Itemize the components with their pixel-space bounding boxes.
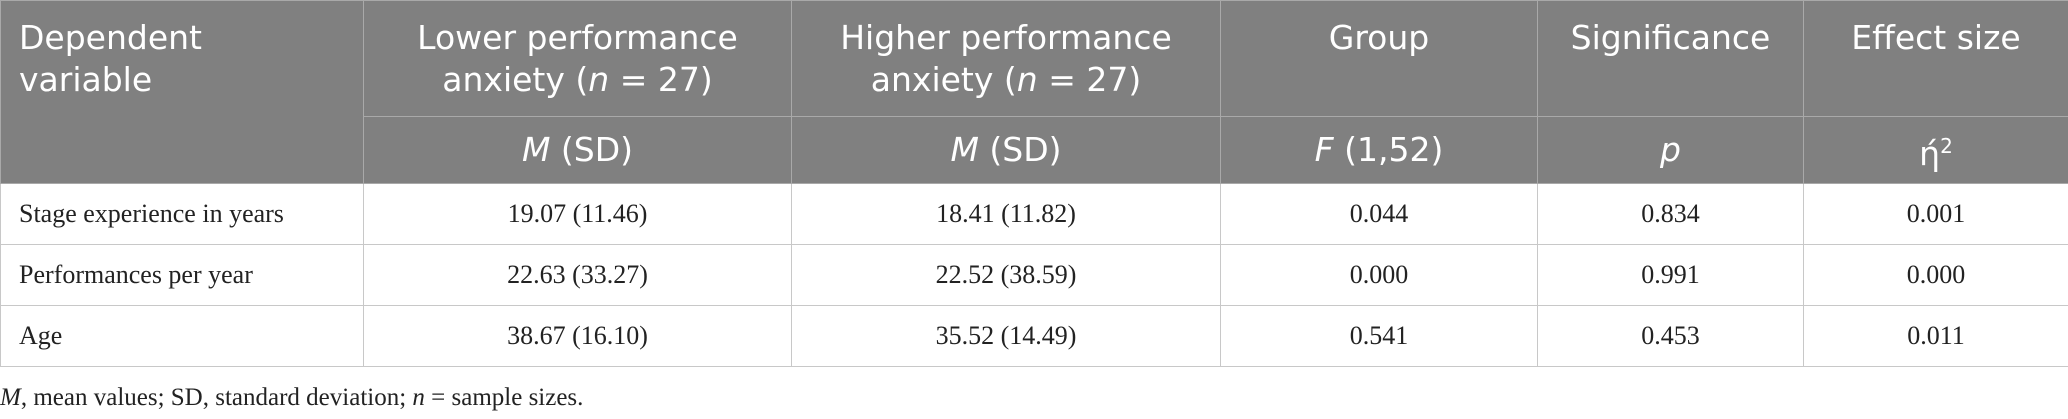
header-cell: Lower performance anxiety (n = 27) (363, 0, 792, 117)
table-cell: 22.63 (33.27) (363, 244, 792, 306)
superscript: 2 (1940, 134, 1953, 158)
table-cell: 35.52 (14.49) (791, 305, 1221, 367)
italic-text: M (521, 130, 551, 169)
table-cell: 18.41 (11.82) (791, 183, 1221, 245)
italic-text: M (0, 384, 21, 411)
subheader-cell: M (SD) (791, 116, 1221, 184)
text: (SD) (978, 130, 1062, 169)
table-cell: 0.991 (1537, 244, 1804, 306)
header-cell: Dependent variable (0, 0, 364, 184)
text: , mean values; SD, standard deviation; (20, 384, 413, 411)
table-cell: 0.453 (1537, 305, 1804, 367)
table-row: Performances per year 22.63 (33.27) 22.52 … (0, 244, 2068, 306)
row-label: Age (0, 305, 364, 367)
text: Effect size (1851, 18, 2021, 57)
italic-text: p (1660, 130, 1681, 169)
text: Significance (1570, 18, 1771, 57)
text: (SD) (550, 130, 634, 169)
text: = 27) (1037, 60, 1142, 99)
subheader-row: M (SD) M (SD) F (1,52) p ή2 (1, 116, 2068, 184)
text: = sample sizes. (424, 384, 584, 411)
table-cell: 0.834 (1537, 183, 1804, 245)
table-cell: 0.044 (1220, 183, 1538, 245)
text: ή (1919, 134, 1941, 173)
row-label: Performances per year (0, 244, 364, 306)
table-cell: 22.52 (38.59) (791, 244, 1221, 306)
text: (1,52) (1333, 130, 1444, 169)
text: = 27) (609, 60, 713, 99)
header-cell: Higher performance anxiety (n = 27) (791, 0, 1221, 117)
table-body: Stage experience in years 19.07 (11.46) 18… (0, 183, 2068, 367)
table-cell: 0.011 (1803, 305, 2068, 367)
text: Higher performance anxiety ( (840, 18, 1172, 99)
text: Dependent variable (19, 18, 202, 99)
table-row: Age 38.67 (16.10) 35.52 (14.49) 0.541 0.453 0… (0, 305, 2068, 367)
table-cell: 0.541 (1220, 305, 1538, 367)
text: Lower performance anxiety ( (417, 18, 738, 99)
header-cell: Significance (1537, 0, 1804, 117)
text: Group (1328, 18, 1430, 57)
header-row: Dependent variable Lower performance anxi… (0, 0, 2068, 184)
subheader-cell: p (1537, 116, 1804, 184)
italic-text: n (1016, 60, 1038, 99)
header-cell: Group (1220, 0, 1538, 117)
table-cell: 38.67 (16.10) (363, 305, 792, 367)
italic-text: M (950, 130, 979, 169)
table-cell: 0.000 (1220, 244, 1538, 306)
header-cell: Effect size (1803, 0, 2068, 117)
italic-text: n (588, 60, 610, 99)
table: Dependent variable Lower performance anxi… (0, 0, 2068, 367)
italic-text: F (1314, 130, 1334, 169)
subheader-cell: M (SD) (363, 116, 792, 184)
table-row: Stage experience in years 19.07 (11.46) 18… (0, 183, 2068, 245)
italic-text: n (412, 384, 425, 411)
table-cell: 0.001 (1803, 183, 2068, 245)
footnote: M, mean values; SD, standard deviation; … (0, 384, 583, 412)
row-label: Stage experience in years (0, 183, 364, 245)
table-cell: 0.000 (1803, 244, 2068, 306)
subheader-cell: ή2 (1803, 116, 2068, 184)
subheader-cell: F (1,52) (1220, 116, 1538, 184)
table-cell: 19.07 (11.46) (363, 183, 792, 245)
